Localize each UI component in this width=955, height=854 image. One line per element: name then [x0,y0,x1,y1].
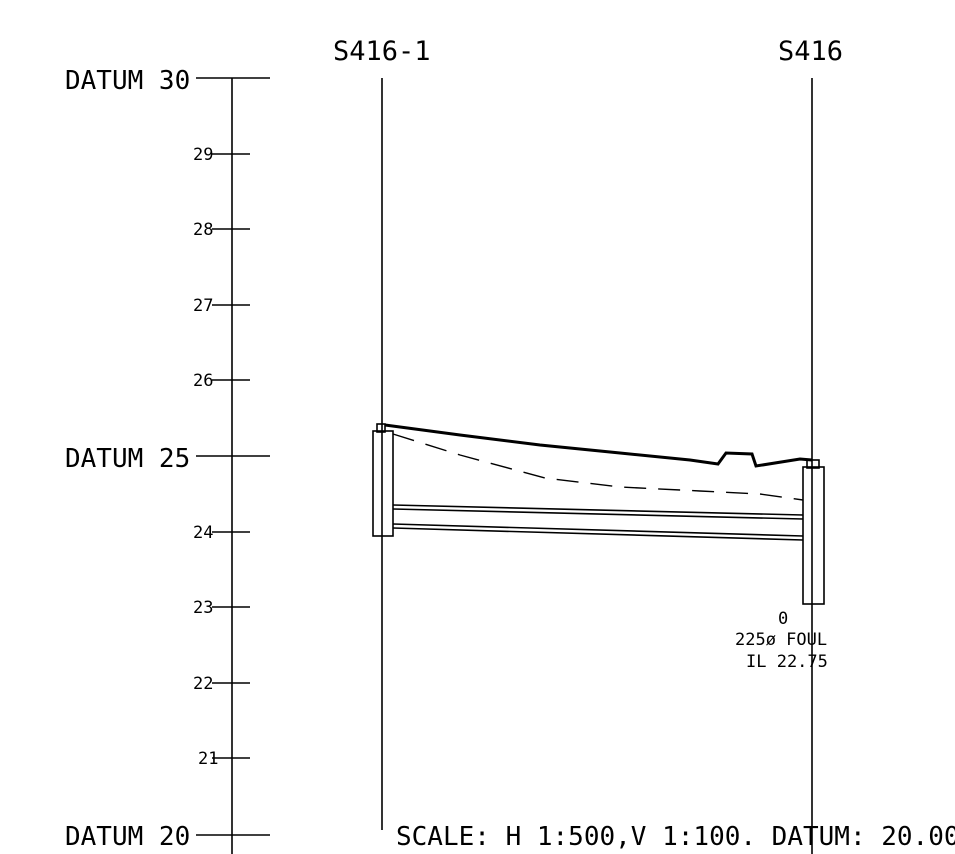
manhole-left [372,423,394,537]
tick-label-29: 29 [193,145,213,165]
ground-level-line [384,423,813,468]
tick-label-23: 23 [193,598,213,618]
datum-25-label: DATUM 25 [65,444,190,474]
level-scale: DATUM 30 DATUM 25 DATUM 20 29 28 27 26 2… [65,66,270,854]
tick-label-24: 24 [193,523,213,543]
tick-label-28: 28 [193,220,213,240]
manhole-right [802,459,825,605]
pipe-annotation: 0 225ø FOUL IL 22.75 [735,609,828,672]
station-label-left: S416-1 [333,36,431,67]
pipe-crown-line-bottom [392,508,804,520]
pipe-crown-line-top [392,504,804,516]
pipe-invert-label: IL 22.75 [746,652,828,672]
scale-note: SCALE: H 1:500,V 1:100. DATUM: 20.000 [396,822,955,852]
datum-30-label: DATUM 30 [65,66,190,96]
manhole-right-cover [806,459,820,469]
pipe-marker: 0 [778,609,788,629]
station-label-right: S416 [778,36,843,67]
pipe-run [392,504,804,541]
manhole-left-cover [376,423,386,433]
tick-label-21: 21 [198,749,218,769]
pipe-size-label: 225ø FOUL [735,630,827,650]
tick-label-27: 27 [193,296,213,316]
dashed-profile-line [392,433,804,501]
pipe-invert-line-bottom [392,527,804,541]
datum-20-label: DATUM 20 [65,822,190,852]
tick-label-26: 26 [193,371,213,391]
pipe-invert-line-top [392,523,804,537]
manhole-right-body [802,466,825,605]
manhole-left-body [372,430,394,537]
tick-label-22: 22 [193,674,213,694]
